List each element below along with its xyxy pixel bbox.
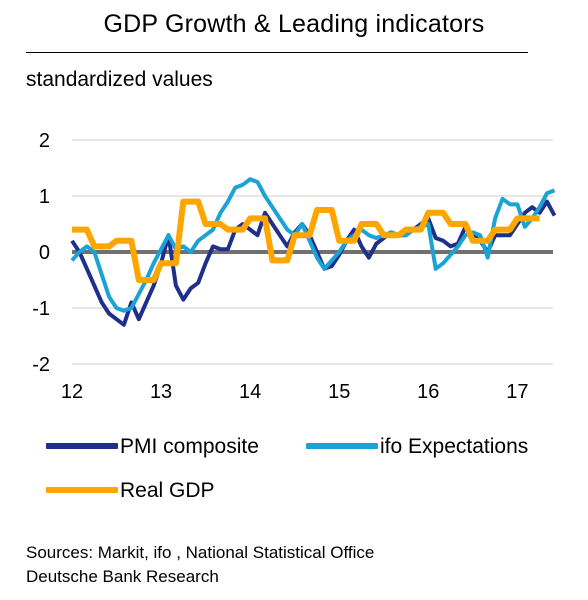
legend-label-ifo: ifo Expectations: [380, 435, 529, 458]
x-tick-label: 14: [239, 381, 261, 403]
x-tick-label: 16: [417, 381, 439, 403]
series-lines: [70, 177, 557, 327]
legend-swatch-ifo: [306, 443, 378, 449]
title-divider: [26, 52, 528, 53]
legend-swatch-gdp: [46, 487, 118, 493]
pmi-composite-line: [70, 199, 557, 327]
y-tick-label: -2: [32, 354, 50, 376]
y-axis-unit-label: standardized values: [26, 68, 213, 91]
x-tick-label: 15: [328, 381, 350, 403]
x-tick-labels: 12 13 14 15 16 17: [61, 381, 529, 403]
x-tick-label: 17: [506, 381, 528, 403]
legend-label-pmi: PMI composite: [120, 435, 259, 458]
real-gdp-line: [72, 198, 540, 283]
x-tick-label: 13: [150, 381, 172, 403]
ifo-expectations-line: [70, 177, 556, 313]
y-tick-label: -1: [32, 298, 50, 320]
sources-line: Sources: Markit, ifo , National Statisti…: [26, 543, 375, 562]
x-tick-label: 12: [61, 381, 83, 403]
sources-note: Sources: Markit, ifo , National Statisti…: [26, 541, 374, 589]
chart-title: GDP Growth & Leading indicators: [103, 10, 485, 38]
publisher-line: Deutsche Bank Research: [26, 567, 219, 586]
y-tick-labels: 2 1 0 -1 -2: [32, 130, 50, 376]
grid-lines: [72, 139, 553, 365]
legend-swatch-pmi: [46, 443, 118, 449]
y-tick-label: 2: [39, 130, 50, 152]
legend-label-gdp: Real GDP: [120, 479, 215, 502]
y-tick-label: 0: [39, 242, 50, 264]
y-tick-label: 1: [39, 186, 50, 208]
